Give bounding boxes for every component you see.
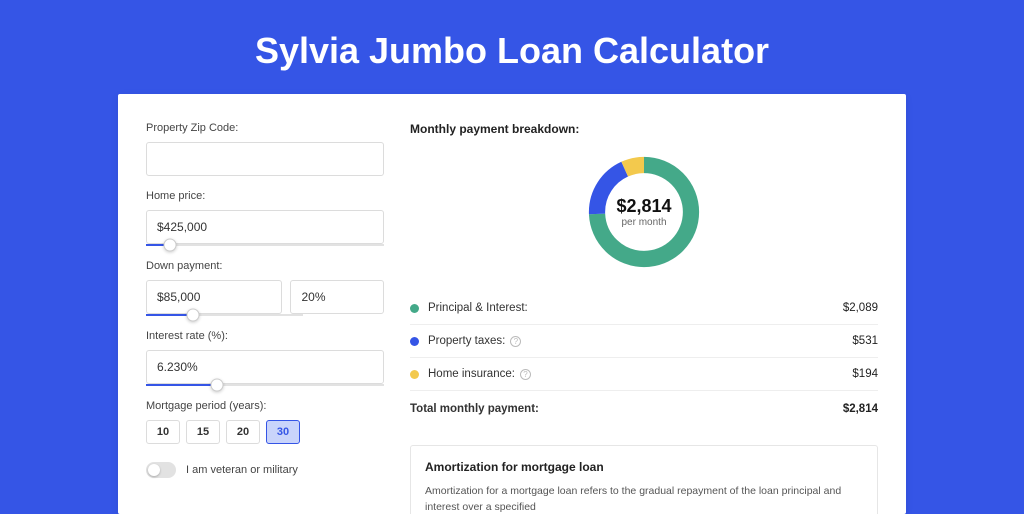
veteran-toggle[interactable] <box>146 462 176 478</box>
amortization-title: Amortization for mortgage loan <box>425 460 863 474</box>
total-value: $2,814 <box>843 403 878 415</box>
home-price-field: Home price: <box>146 190 384 246</box>
row-label-text: Property taxes: <box>428 335 505 347</box>
form-column: Property Zip Code: Home price: Down paym… <box>146 122 384 514</box>
zip-input[interactable] <box>146 142 384 176</box>
period-btn-20[interactable]: 20 <box>226 420 260 444</box>
zip-label: Property Zip Code: <box>146 122 384 134</box>
slider-thumb[interactable] <box>187 309 200 322</box>
slider-thumb[interactable] <box>163 239 176 252</box>
down-payment-slider[interactable] <box>146 314 303 316</box>
row-label: Property taxes: ? <box>428 335 852 347</box>
row-value: $2,089 <box>843 302 878 314</box>
row-value: $194 <box>852 368 878 380</box>
row-label: Home insurance: ? <box>428 368 852 380</box>
row-total: Total monthly payment: $2,814 <box>410 391 878 425</box>
page-title: Sylvia Jumbo Loan Calculator <box>0 0 1024 94</box>
veteran-label: I am veteran or military <box>186 464 298 476</box>
donut-center: $2,814 per month <box>582 150 706 274</box>
donut-chart-wrap: $2,814 per month <box>410 150 878 274</box>
slider-thumb[interactable] <box>211 379 224 392</box>
dot-icon <box>410 337 419 346</box>
donut-amount: $2,814 <box>616 196 671 217</box>
interest-rate-label: Interest rate (%): <box>146 330 384 342</box>
down-payment-amount-input[interactable] <box>146 280 282 314</box>
breakdown-column: Monthly payment breakdown: $2,814 per mo… <box>410 122 878 514</box>
info-icon[interactable]: ? <box>510 336 521 347</box>
period-button-group: 10 15 20 30 <box>146 420 384 444</box>
interest-rate-slider[interactable] <box>146 384 384 386</box>
mortgage-period-label: Mortgage period (years): <box>146 400 384 412</box>
row-label-text: Home insurance: <box>428 368 515 380</box>
row-principal: Principal & Interest: $2,089 <box>410 292 878 325</box>
row-label: Principal & Interest: <box>428 302 843 314</box>
donut-chart: $2,814 per month <box>582 150 706 274</box>
calculator-card: Property Zip Code: Home price: Down paym… <box>118 94 906 514</box>
period-btn-10[interactable]: 10 <box>146 420 180 444</box>
slider-fill <box>146 384 217 386</box>
period-btn-30[interactable]: 30 <box>266 420 300 444</box>
home-price-slider[interactable] <box>146 244 384 246</box>
mortgage-period-field: Mortgage period (years): 10 15 20 30 <box>146 400 384 444</box>
down-payment-field: Down payment: <box>146 260 384 316</box>
row-insurance: Home insurance: ? $194 <box>410 358 878 391</box>
home-price-input[interactable] <box>146 210 384 244</box>
interest-rate-field: Interest rate (%): <box>146 330 384 386</box>
veteran-row: I am veteran or military <box>146 462 384 478</box>
info-icon[interactable]: ? <box>520 369 531 380</box>
amortization-box: Amortization for mortgage loan Amortizat… <box>410 445 878 514</box>
dot-icon <box>410 370 419 379</box>
dot-icon <box>410 304 419 313</box>
zip-field: Property Zip Code: <box>146 122 384 176</box>
down-payment-label: Down payment: <box>146 260 384 272</box>
home-price-label: Home price: <box>146 190 384 202</box>
breakdown-title: Monthly payment breakdown: <box>410 122 878 136</box>
row-value: $531 <box>852 335 878 347</box>
interest-rate-input[interactable] <box>146 350 384 384</box>
total-label: Total monthly payment: <box>410 403 843 415</box>
down-payment-percent-input[interactable] <box>290 280 384 314</box>
donut-sub: per month <box>621 217 666 228</box>
period-btn-15[interactable]: 15 <box>186 420 220 444</box>
row-taxes: Property taxes: ? $531 <box>410 325 878 358</box>
row-label-text: Principal & Interest: <box>428 302 528 314</box>
amortization-text: Amortization for a mortgage loan refers … <box>425 484 863 514</box>
